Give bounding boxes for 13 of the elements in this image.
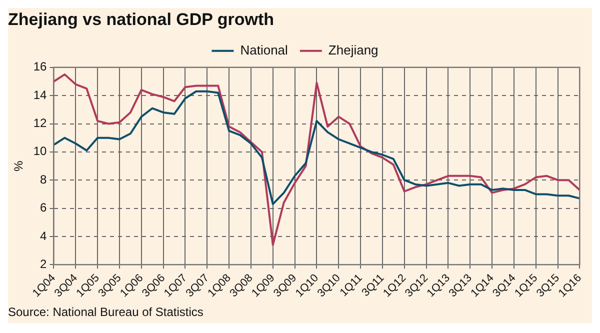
y-tick-label: 6 [40,200,48,215]
legend-label: National [240,42,288,58]
chart-title: Zhejiang vs national GDP growth [8,10,274,29]
y-tick-label: 4 [40,228,48,243]
legend-label: Zhejiang [328,42,378,58]
y-tick-label: 16 [33,60,48,74]
y-tick-label: 14 [33,88,48,102]
y-tick-label: 10 [33,144,48,158]
y-tick-label: 8 [40,172,48,186]
y-tick-label: 12 [33,116,48,130]
y-axis-title: % [12,160,26,172]
y-tick-label: 2 [40,256,48,271]
source-note: Source: National Bureau of Statistics [8,304,204,321]
